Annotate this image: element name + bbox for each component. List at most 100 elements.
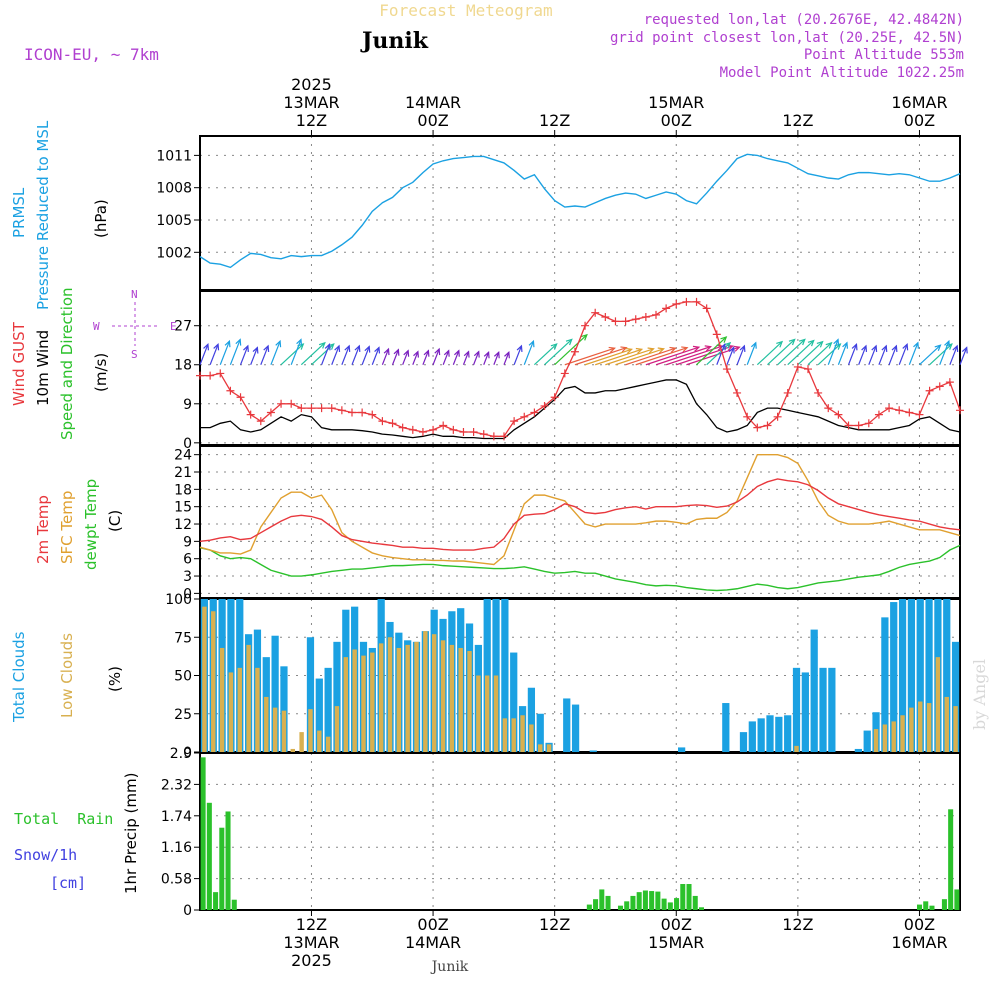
total-cloud-bar: [916, 599, 924, 752]
total-cloud-bar: [324, 667, 332, 752]
wind-arrow: [959, 347, 968, 365]
model-altitude: Model Point Altitude 1022.25m: [720, 65, 964, 81]
y-tick-label: 9: [183, 534, 192, 550]
gust-marker: [459, 427, 468, 436]
wind-arrow-head: [275, 339, 282, 348]
panel-frame: [199, 445, 961, 599]
bottom-time-label: 13MAR: [283, 933, 339, 952]
rain-bar: [630, 895, 636, 910]
low-cloud-bar: [909, 707, 914, 752]
gust-marker: [540, 401, 549, 410]
gust-marker: [844, 421, 853, 430]
wind-arrow-head: [344, 344, 351, 352]
gust-marker: [327, 404, 336, 413]
y-tick-label: 2.9: [170, 746, 192, 762]
rain-bar: [213, 892, 219, 910]
wind-arrow-head: [318, 341, 326, 349]
top-time-label: 12Z: [782, 111, 813, 130]
low-cloud-bar: [485, 675, 490, 752]
gust-marker: [530, 408, 539, 417]
total-cloud-bar: [810, 629, 818, 752]
wind-arrow-head: [296, 338, 303, 346]
wind-arrow-head: [374, 346, 381, 354]
low-cloud-bar: [476, 675, 481, 752]
total-cloud-bar: [527, 687, 536, 752]
temp-unit: (C): [106, 510, 124, 532]
wind-arrow: [858, 345, 867, 365]
gust-marker: [256, 417, 265, 426]
wind-arrow-head: [413, 350, 419, 358]
wind-arrow: [949, 345, 958, 365]
gust-marker: [398, 423, 407, 432]
wind-arrow-head: [733, 345, 741, 352]
total-cloud-bar: [757, 718, 765, 752]
gust-marker: [631, 315, 640, 324]
wind-arrow-head: [669, 346, 677, 353]
gust-marker: [915, 410, 924, 419]
compass-w: W: [93, 320, 100, 333]
wind-arrow: [878, 345, 887, 365]
low-cloud-bar: [414, 641, 419, 752]
sfc-temp-line: [199, 453, 961, 566]
low-cloud-bar: [352, 649, 357, 752]
wind-arrow-head: [776, 340, 784, 348]
wind-arrow-head: [944, 339, 950, 348]
gust-marker: [317, 404, 326, 413]
y-tick-label: 12: [174, 517, 192, 533]
bottom-time-label: 00Z: [661, 915, 692, 934]
total-cloud-bar: [863, 730, 871, 752]
footer-location: Junik: [430, 959, 469, 975]
wind-arrow: [260, 345, 269, 365]
wind-arrow-head: [243, 344, 249, 352]
y-tick-label: 0: [183, 586, 192, 602]
y-tick-label: 27: [174, 319, 192, 335]
gust-marker: [895, 406, 904, 415]
wind-arrow-head: [224, 339, 231, 348]
wind-arrow: [219, 340, 230, 365]
gust-marker: [783, 388, 792, 397]
gust-marker: [763, 421, 772, 430]
wind-arrow-head: [443, 349, 450, 357]
wind-arrow-head: [842, 341, 849, 349]
y-tick-label: 1011: [156, 148, 192, 164]
rain-bar: [667, 902, 673, 910]
low-cloud-bar: [405, 644, 410, 752]
pressure-unit: (hPa): [92, 199, 110, 238]
total-cloud-bar: [943, 599, 951, 752]
low-cloud-bar: [325, 736, 331, 752]
total-cloud-bar: [563, 698, 571, 752]
wind-arrow: [655, 346, 711, 366]
wind-arrow: [827, 339, 839, 365]
gust-marker: [733, 388, 742, 397]
total-cloud-bar: [854, 748, 862, 752]
gust-marker: [824, 404, 833, 413]
bottom-time-label: 14MAR: [405, 933, 461, 952]
wind-arrow-head: [213, 343, 220, 351]
gust-marker: [945, 378, 954, 387]
total-cloud-bar: [280, 666, 288, 752]
low-cloud-bar: [926, 703, 932, 752]
wind-arrow: [908, 342, 919, 365]
wind-arrow: [929, 343, 953, 366]
rain-bar: [206, 802, 212, 910]
y-tick-label: 9: [183, 397, 192, 413]
wind-arrow: [533, 343, 558, 366]
gust-marker: [368, 410, 377, 419]
gust-marker: [854, 421, 863, 430]
low-cloud-bar: [219, 647, 225, 752]
total-cloud-bar: [571, 704, 580, 752]
wind-arrow-head: [833, 338, 840, 346]
gust-marker: [358, 408, 367, 417]
total-cloud-bar: [333, 641, 341, 752]
low-cloud-bar: [493, 675, 499, 752]
wind-arrow: [209, 344, 219, 365]
wind-arrow-head: [608, 346, 616, 353]
wind-arrow: [493, 352, 500, 365]
wind-arrow-head: [434, 347, 441, 356]
gust-marker: [601, 313, 610, 322]
low-cloud-bar: [944, 696, 949, 752]
wind-arrow: [381, 348, 390, 365]
low-cloud-bar: [317, 730, 322, 752]
